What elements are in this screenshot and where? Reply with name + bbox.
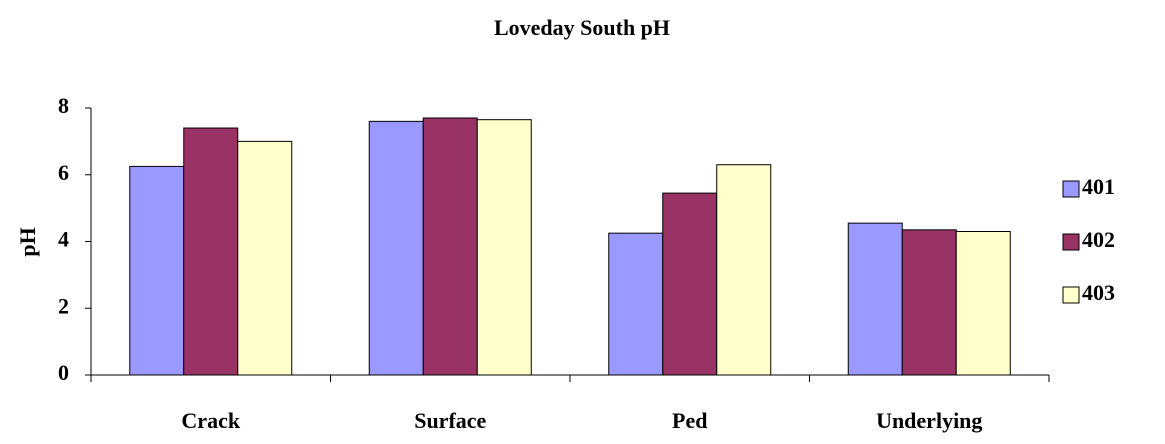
legend-swatch xyxy=(1062,286,1080,304)
x-tick-label: Ped xyxy=(672,408,707,433)
bar xyxy=(716,164,772,376)
y-tick-label: 8 xyxy=(58,93,69,118)
legend-label: 403 xyxy=(1082,280,1115,305)
bar xyxy=(901,229,957,376)
x-tick-label: Surface xyxy=(414,408,486,433)
bar xyxy=(237,140,293,376)
bar xyxy=(847,222,903,376)
bar xyxy=(662,192,718,376)
x-tick-label: Underlying xyxy=(876,408,982,433)
bar xyxy=(608,232,664,376)
bar xyxy=(422,117,478,376)
bar xyxy=(129,165,185,376)
bar xyxy=(476,119,532,376)
y-tick-label: 0 xyxy=(58,360,69,385)
legend-swatch xyxy=(1062,233,1080,251)
y-tick-label: 2 xyxy=(58,293,69,318)
bar xyxy=(955,230,1011,376)
x-tick-label: Crack xyxy=(181,408,240,433)
legend-label: 401 xyxy=(1082,174,1115,199)
bar xyxy=(368,120,424,376)
legend-swatch xyxy=(1062,180,1080,198)
bar xyxy=(183,127,239,376)
y-tick-label: 4 xyxy=(58,227,69,252)
chart-title: Loveday South pH xyxy=(494,15,670,40)
y-tick-label: 6 xyxy=(58,160,69,185)
y-axis-label: pH xyxy=(15,227,40,256)
legend-label: 402 xyxy=(1082,227,1115,252)
